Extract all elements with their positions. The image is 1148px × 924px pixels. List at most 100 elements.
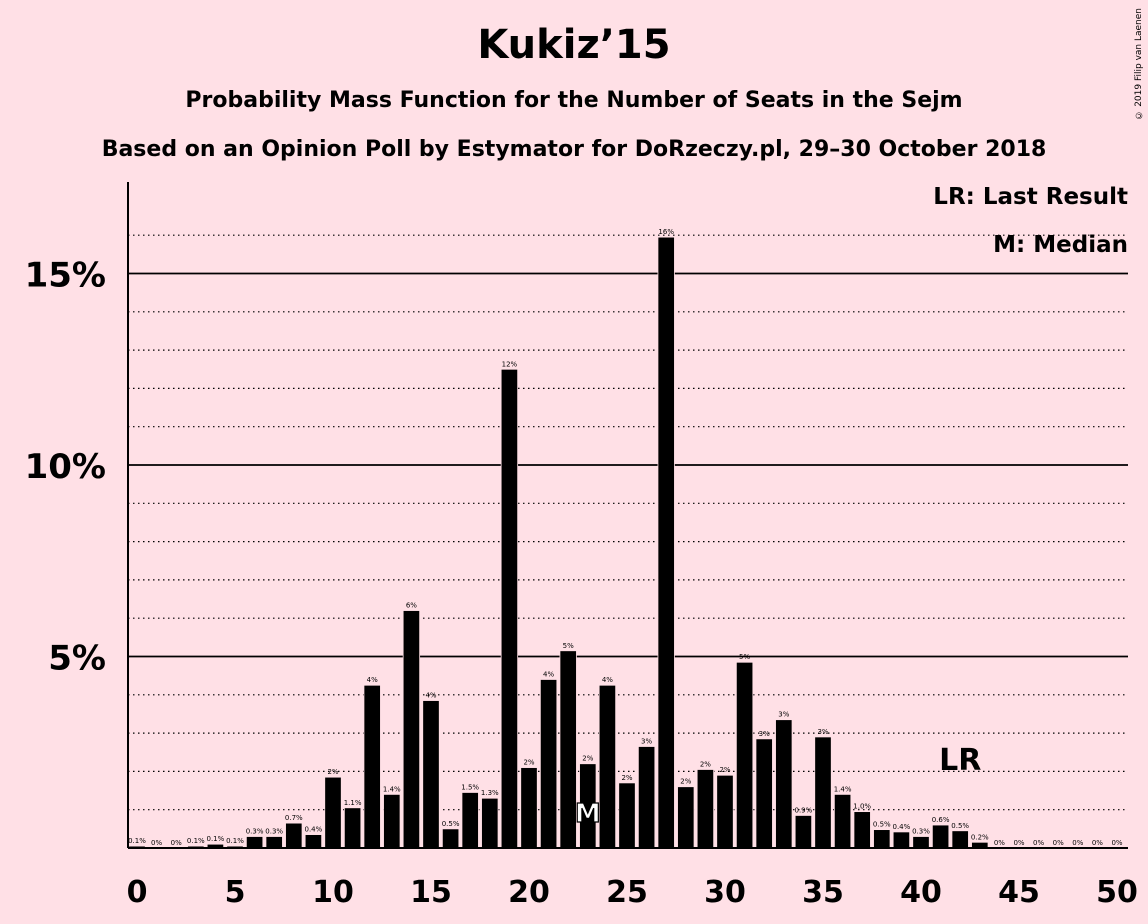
bar (324, 776, 342, 849)
bar (441, 828, 460, 849)
bar (833, 793, 852, 849)
bar (775, 719, 793, 849)
bar (265, 836, 283, 849)
data-label: 0.5% (951, 822, 969, 830)
bar (814, 736, 832, 849)
bar (735, 661, 754, 849)
last-result-marker: LR (939, 743, 981, 778)
data-label: 0% (1013, 839, 1024, 847)
data-label: 1.1% (344, 799, 362, 807)
data-label: 0.3% (265, 828, 283, 836)
data-label: 1.0% (853, 803, 871, 811)
bar (931, 824, 950, 849)
bar (304, 834, 323, 849)
data-label: 2% (680, 778, 691, 786)
data-label: 0.5% (873, 821, 891, 829)
chart-title: Kukiz’15 (477, 22, 671, 68)
bar (245, 836, 264, 849)
data-label: 5% (739, 653, 750, 661)
data-label: 0.1% (187, 837, 205, 845)
bar (520, 767, 538, 849)
bar (794, 815, 813, 849)
data-label: 4% (367, 676, 378, 684)
bar (383, 793, 401, 849)
data-label: 0% (994, 839, 1005, 847)
x-tick-label: 10 (312, 875, 354, 910)
y-tick-label: 10% (25, 447, 106, 487)
data-label: 0.1% (128, 837, 146, 845)
data-label: 3% (641, 738, 652, 746)
bar (912, 836, 930, 849)
x-tick-label: 50 (1096, 875, 1138, 910)
bar (853, 811, 871, 849)
bar (539, 679, 558, 849)
data-label: 0.4% (305, 826, 323, 834)
bar (618, 782, 636, 849)
data-label: 0.4% (893, 823, 911, 831)
x-tick-label: 40 (900, 875, 942, 910)
data-label: 0% (151, 839, 162, 847)
x-tick-label: 30 (704, 875, 746, 910)
data-label: 16% (658, 228, 674, 236)
data-label: 1.4% (834, 785, 852, 793)
data-label: 2% (582, 755, 593, 763)
data-label: 4% (543, 670, 554, 678)
data-label: 3% (778, 711, 789, 719)
data-label: 0.9% (795, 806, 813, 814)
bar (696, 769, 715, 849)
x-tick-label: 20 (508, 875, 550, 910)
data-label: 0% (1092, 839, 1103, 847)
chart-subtitle: Probability Mass Function for the Number… (185, 88, 963, 113)
data-label: 0% (1033, 839, 1044, 847)
chart-source: Based on an Opinion Poll by Estymator fo… (101, 137, 1047, 162)
bar (285, 822, 303, 849)
bar (422, 700, 440, 849)
bar (755, 738, 773, 849)
bar (402, 610, 421, 849)
data-label: 0.2% (971, 833, 989, 841)
data-label: 1.5% (461, 783, 479, 791)
bar (657, 236, 675, 849)
data-label: 0% (1053, 839, 1064, 847)
data-label: 2% (327, 768, 338, 776)
data-label: 0.5% (442, 820, 460, 828)
bar (363, 684, 381, 849)
bar (598, 684, 617, 849)
x-tick-label: 25 (606, 875, 648, 910)
data-label: 5% (563, 642, 574, 650)
data-label: 0.7% (285, 814, 303, 822)
data-label: 0.1% (207, 835, 225, 843)
legend-last-result: LR: Last Result (933, 184, 1128, 210)
legend-median: M: Median (993, 232, 1128, 258)
bar (461, 792, 479, 849)
bar (951, 830, 969, 849)
bar (637, 746, 656, 849)
data-label: 0% (171, 839, 182, 847)
data-label: 12% (502, 360, 518, 368)
data-label: 0.6% (932, 816, 950, 824)
data-label: 0.3% (246, 828, 264, 836)
data-label: 0.3% (912, 828, 930, 836)
data-label: 4% (425, 692, 436, 700)
data-label: 1.3% (481, 789, 499, 797)
data-label: 0.1% (226, 837, 244, 845)
bar (716, 774, 734, 849)
x-tick-label: 5 (225, 875, 246, 910)
x-tick-label: 15 (410, 875, 452, 910)
x-tick-label: 0 (127, 875, 148, 910)
bar (481, 797, 499, 849)
data-label: 6% (406, 602, 417, 610)
bar (892, 831, 911, 849)
data-label: 2% (523, 759, 534, 767)
data-label: 3% (817, 728, 828, 736)
bar (343, 807, 362, 849)
data-label: 2% (700, 760, 711, 768)
bar (873, 829, 891, 849)
bar (677, 786, 695, 849)
data-label: 1.4% (383, 785, 401, 793)
data-label: 4% (602, 676, 613, 684)
median-marker: M (575, 799, 601, 829)
y-tick-label: 5% (48, 639, 106, 679)
data-label: 0% (1111, 839, 1122, 847)
